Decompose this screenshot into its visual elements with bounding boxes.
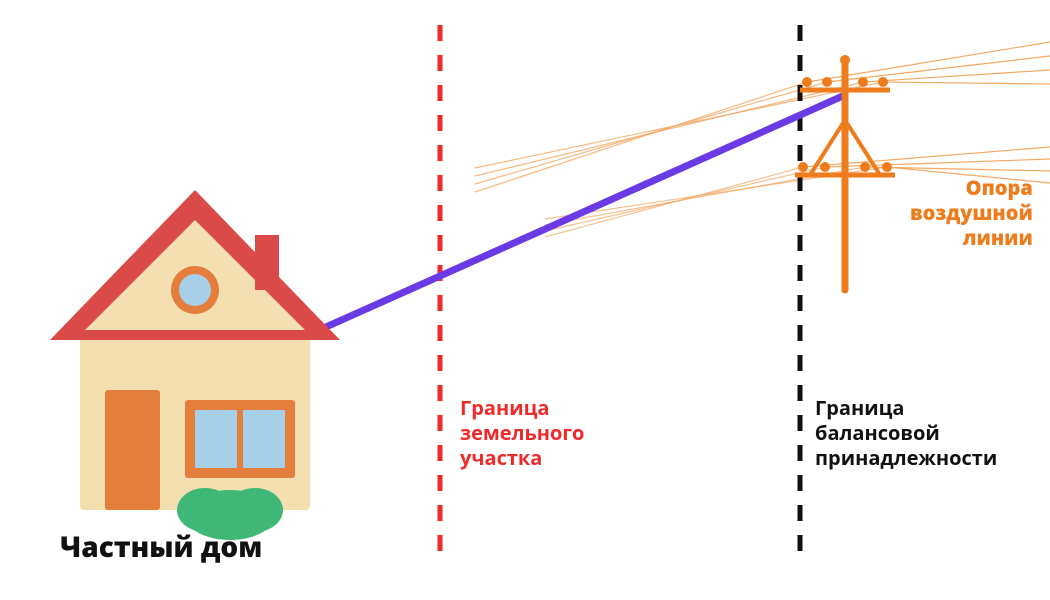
pole-label: Опора воздушной линии	[910, 175, 1033, 250]
balance-boundary-label: Граница балансовой принадлежности	[815, 395, 997, 470]
service-cable	[308, 95, 845, 335]
utility-pole-icon	[795, 55, 895, 290]
house-label: Частный дом	[60, 530, 262, 565]
diagram-svg	[0, 0, 1050, 600]
house-icon	[50, 190, 340, 540]
diagram-root: Частный дом Граница земельного участка Г…	[0, 0, 1050, 600]
land-boundary-label: Граница земельного участка	[460, 395, 584, 470]
